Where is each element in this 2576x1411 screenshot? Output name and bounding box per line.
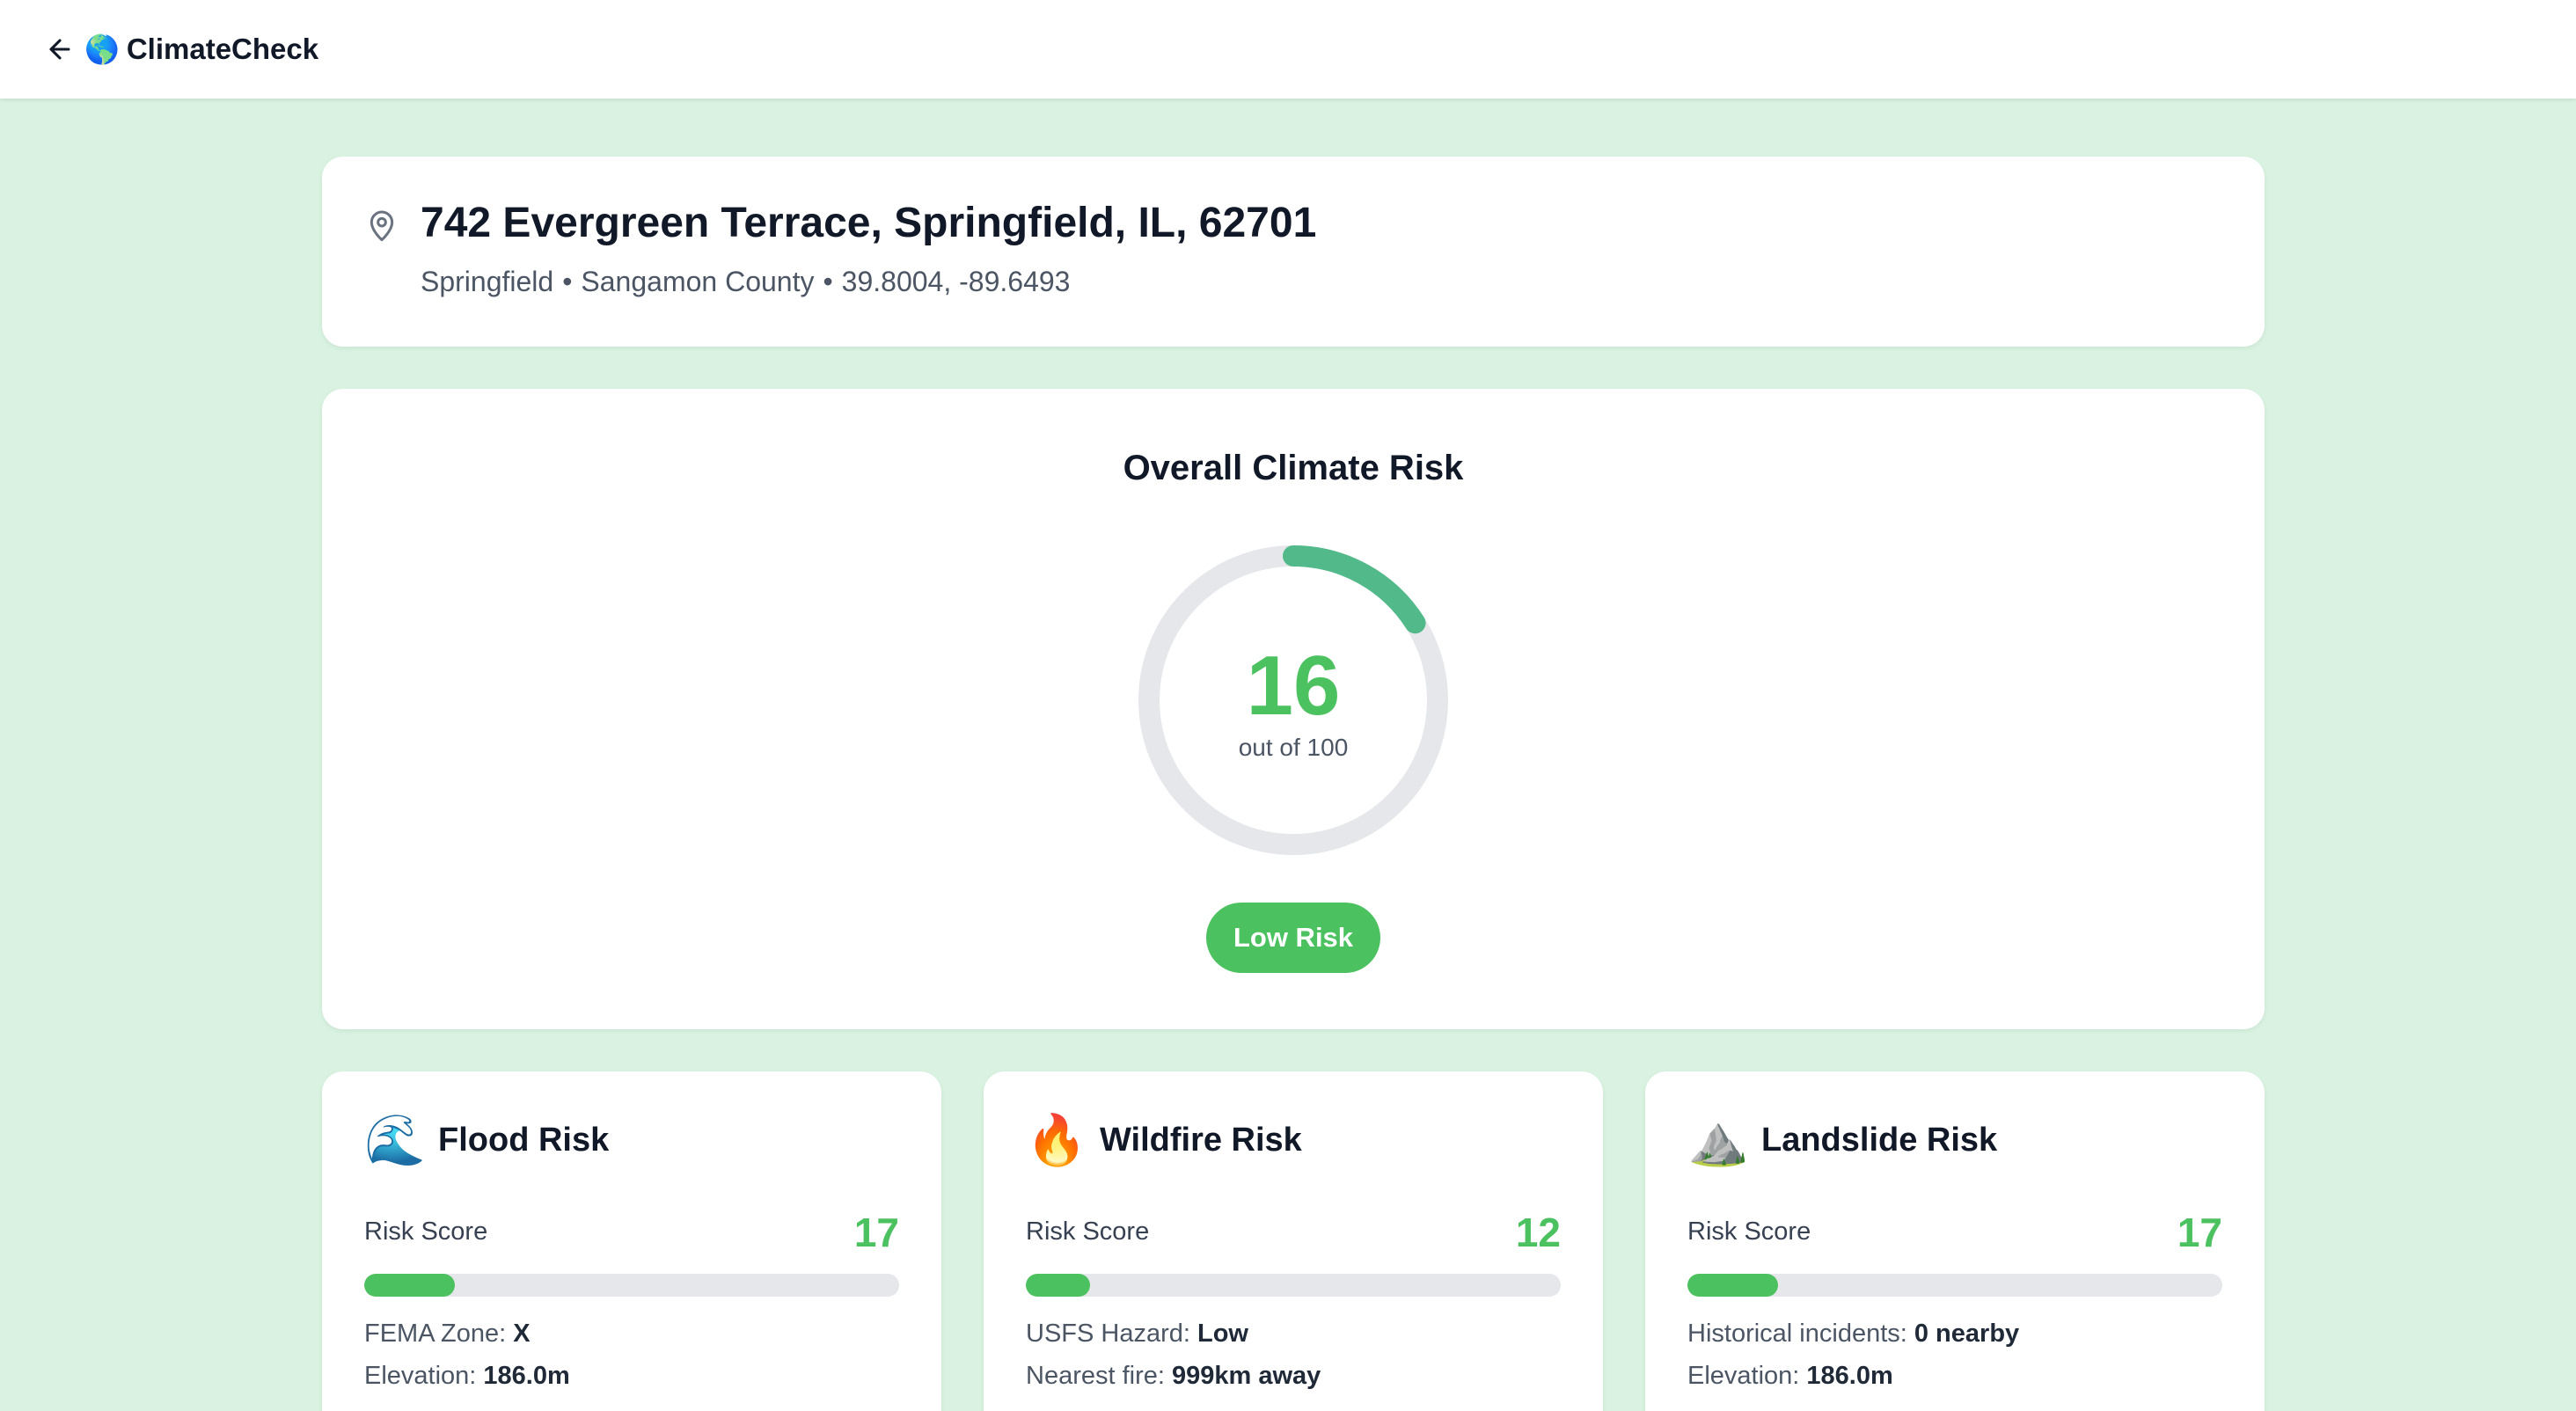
risk-detail: USFS Hazard: Low <box>1026 1320 1248 1349</box>
fire-icon: 🔥 <box>1026 1112 1087 1167</box>
app-brand[interactable]: 🌎 ClimateCheck <box>84 33 318 66</box>
risk-card-title: Flood Risk <box>438 1121 610 1159</box>
overall-risk-card: Overall Climate Risk 16 out of 100 Low R… <box>322 389 2265 1029</box>
detail-value: Low <box>1197 1320 1248 1348</box>
address-county: Sangamon County <box>581 266 815 297</box>
risk-score-value: 17 <box>853 1210 899 1255</box>
detail-label: Elevation: <box>1687 1362 1807 1390</box>
separator: • <box>562 266 573 297</box>
risk-score-label: Risk Score <box>1687 1217 1811 1246</box>
wildfire-risk-card[interactable]: 🔥 Wildfire Risk Risk Score 12 USFS Hazar… <box>984 1071 1603 1411</box>
detail-label: Nearest fire: <box>1026 1362 1172 1390</box>
separator: • <box>823 266 833 297</box>
detail-label: Elevation: <box>364 1362 484 1390</box>
address-subtitle: Springfield • Sangamon County • 39.8004, -89… <box>421 266 1070 298</box>
address-card: 742 Evergreen Terrace, Springfield, IL, … <box>322 157 2265 347</box>
overall-score-scale: out of 100 <box>1238 734 1349 761</box>
detail-value: 186.0m <box>483 1362 570 1390</box>
risk-card-title: Wildfire Risk <box>1100 1121 1302 1159</box>
detail-label: USFS Hazard: <box>1026 1320 1197 1348</box>
risk-score-value: 12 <box>1515 1210 1561 1255</box>
gauge-arc <box>1138 545 1448 855</box>
back-button[interactable] <box>42 32 77 67</box>
arrow-left-icon <box>49 39 70 60</box>
risk-level-badge: Low Risk <box>1206 903 1380 973</box>
detail-value: 0 nearby <box>1914 1320 2020 1348</box>
mountain-icon: ⛰️ <box>1687 1112 1749 1167</box>
detail-value: X <box>513 1320 531 1348</box>
landslide-risk-card[interactable]: ⛰️ Landslide Risk Risk Score 17 Historic… <box>1645 1071 2265 1411</box>
risk-score-bar-fill <box>1687 1274 1779 1297</box>
risk-detail: Historical incidents: 0 nearby <box>1687 1320 2019 1349</box>
risk-score-bar-fill <box>364 1274 456 1297</box>
risk-score-bar <box>1687 1274 2222 1297</box>
detail-value: 186.0m <box>1806 1362 1893 1390</box>
address-city: Springfield <box>421 266 554 297</box>
risk-detail: FEMA Zone: X <box>364 1320 531 1349</box>
detail-label: Historical incidents: <box>1687 1320 1914 1348</box>
risk-card-title: Landslide Risk <box>1761 1121 1998 1159</box>
top-bar: 🌎 ClimateCheck <box>0 0 2576 99</box>
detail-value: 999km away <box>1172 1362 1321 1390</box>
address-title: 742 Evergreen Terrace, Springfield, IL, … <box>421 200 1317 246</box>
risk-detail: Elevation: 186.0m <box>1687 1362 1893 1391</box>
overall-risk-title: Overall Climate Risk <box>1123 449 1464 487</box>
detail-label: FEMA Zone: <box>364 1320 514 1348</box>
globe-icon: 🌎 <box>84 33 120 65</box>
risk-score-label: Risk Score <box>364 1217 488 1246</box>
risk-score-bar-fill <box>1026 1274 1090 1297</box>
wave-icon: 🌊 <box>364 1112 426 1167</box>
risk-score-label: Risk Score <box>1026 1217 1150 1246</box>
address-coords: 39.8004, -89.6493 <box>841 266 1071 297</box>
overall-score: 16 <box>1246 639 1341 733</box>
risk-detail: Nearest fire: 999km away <box>1026 1362 1321 1391</box>
map-pin-icon <box>370 210 394 242</box>
risk-detail: Elevation: 186.0m <box>364 1362 570 1391</box>
risk-score-value: 17 <box>2177 1210 2222 1255</box>
app-name: ClimateCheck <box>126 33 319 65</box>
risk-score-bar <box>1026 1274 1561 1297</box>
risk-score-bar <box>364 1274 899 1297</box>
risk-gauge <box>1138 545 1448 855</box>
flood-risk-card[interactable]: 🌊 Flood Risk Risk Score 17 FEMA Zone: X … <box>322 1071 941 1411</box>
